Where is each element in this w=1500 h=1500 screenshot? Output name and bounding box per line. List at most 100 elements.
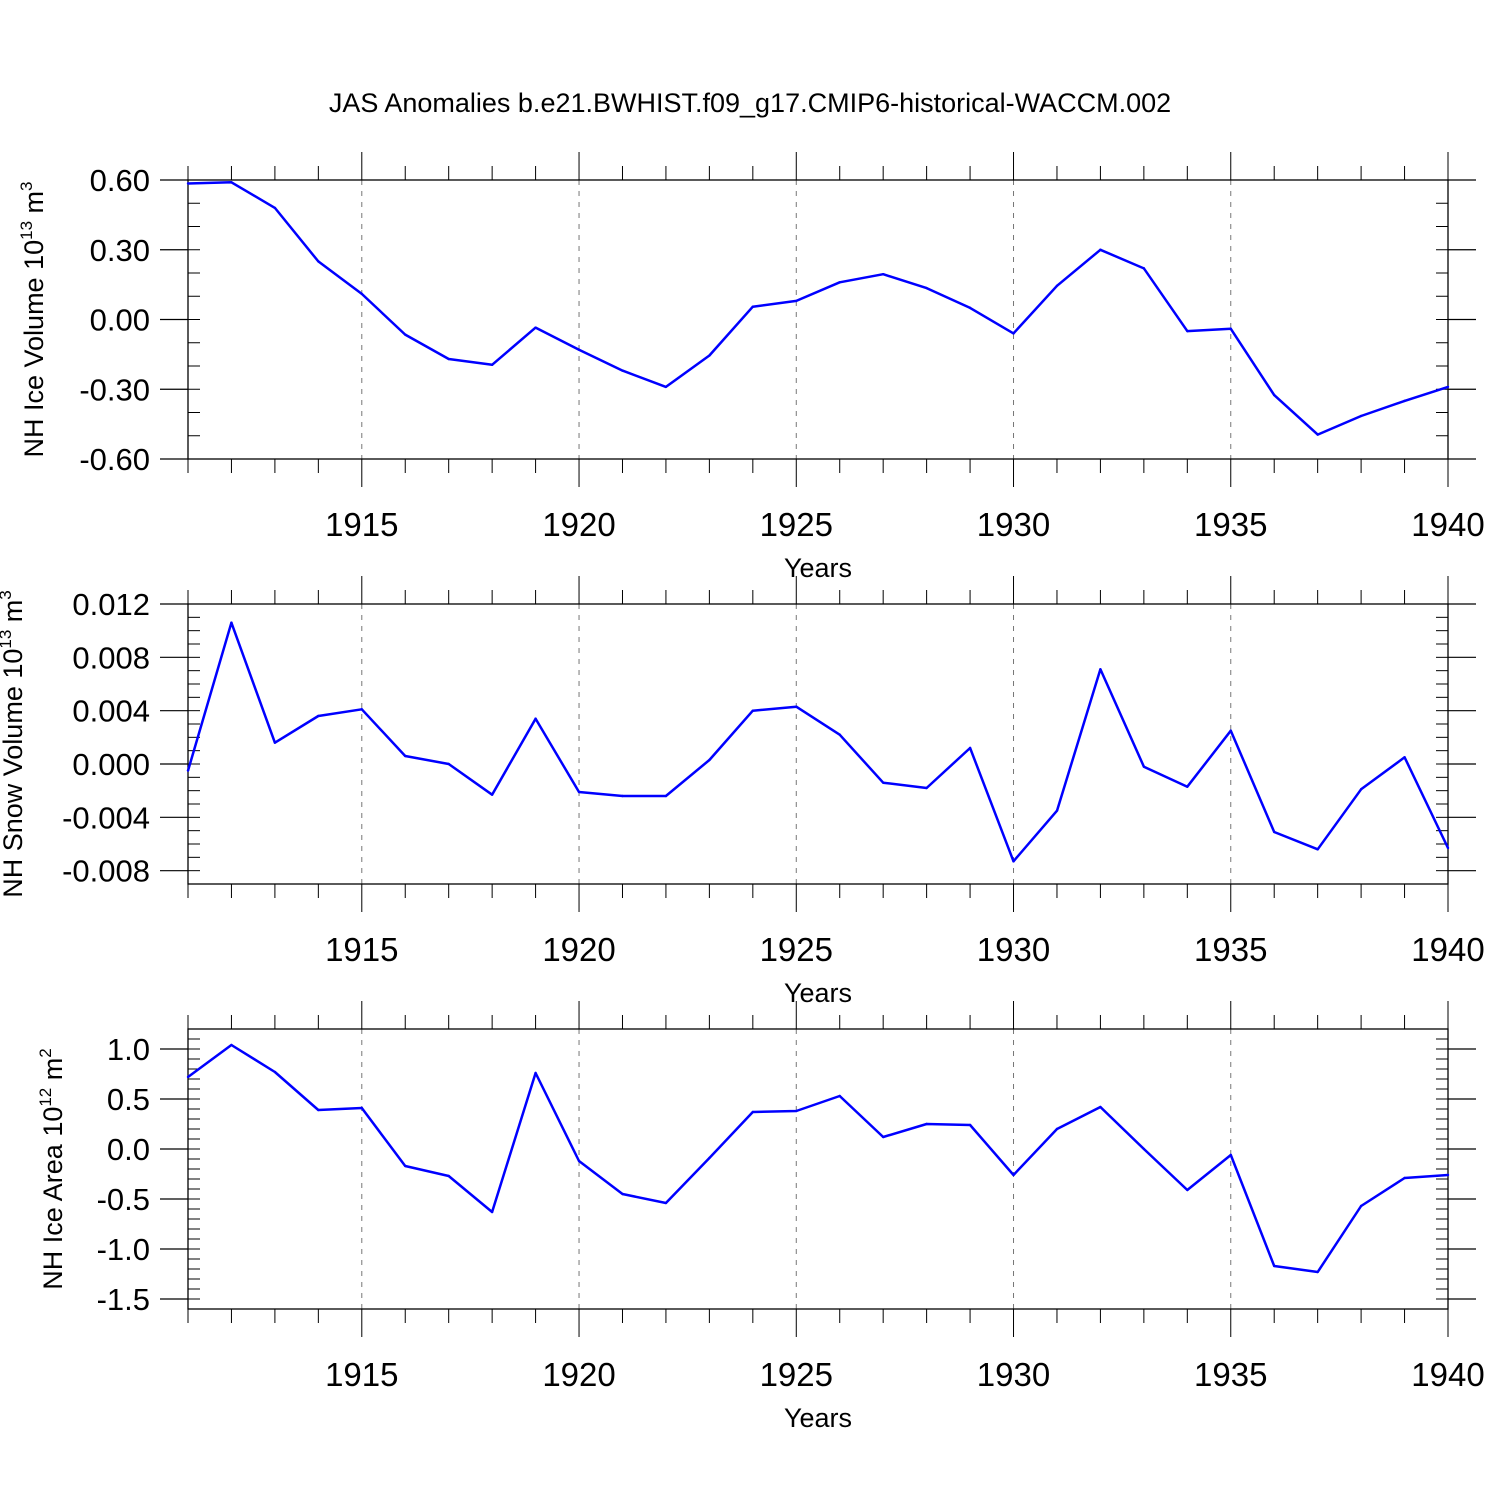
- x-tick-label: 1935: [1194, 506, 1267, 543]
- data-point: [534, 1071, 537, 1075]
- y-tick-label: 1.0: [107, 1032, 150, 1067]
- data-point: [795, 705, 798, 708]
- data-point: [1142, 765, 1146, 768]
- y-tick-label: 0.0: [107, 1132, 150, 1167]
- data-point: [1229, 729, 1232, 732]
- x-tick-label: 1930: [977, 931, 1050, 968]
- data-point: [360, 292, 363, 296]
- data-point: [708, 1156, 711, 1160]
- data-point: [490, 1210, 494, 1214]
- series-line-snow-volume: [186, 621, 1450, 863]
- series-line-ice-area: [187, 1043, 1449, 1274]
- data-point: [186, 182, 190, 185]
- data-point: [317, 1108, 320, 1112]
- data-point: [273, 741, 277, 744]
- x-tick-label: 1925: [760, 506, 833, 543]
- y-tick-label: -0.008: [62, 854, 150, 889]
- y-label-unit-exponent: 3: [0, 590, 15, 599]
- data-point: [447, 357, 450, 361]
- x-tick-label: 1940: [1411, 1356, 1484, 1393]
- x-tick-label: 1915: [325, 1356, 398, 1393]
- data-point: [1446, 385, 1450, 389]
- chart-title: JAS Anomalies b.e21.BWHIST.f09_g17.CMIP6…: [328, 88, 1172, 118]
- data-point: [968, 306, 972, 310]
- y-tick-label: 0.60: [90, 163, 150, 198]
- x-tick-label: 1930: [977, 506, 1050, 543]
- series-line-ice-volume: [187, 181, 1449, 436]
- x-tick-label: 1935: [1194, 1356, 1267, 1393]
- data-point: [621, 1192, 624, 1196]
- data-point: [1446, 1173, 1450, 1177]
- data-point: [1403, 1176, 1406, 1180]
- x-tick-label: 1935: [1194, 931, 1267, 968]
- y-tick-label: 0.00: [90, 303, 150, 338]
- y-tick-label: -1.0: [97, 1232, 150, 1267]
- data-point: [1359, 788, 1363, 791]
- data-point: [881, 781, 885, 784]
- data-point: [751, 1110, 755, 1114]
- x-tick-label: 1925: [760, 931, 833, 968]
- y-label-unit: m: [0, 600, 28, 630]
- y-label-text: NH Ice Volume 10: [19, 240, 49, 458]
- data-point: [1012, 1173, 1015, 1177]
- data-point: [881, 1135, 885, 1139]
- y-tick-label: 0.012: [72, 587, 150, 622]
- data-point: [404, 754, 407, 758]
- y-tick-label: -0.5: [97, 1182, 150, 1217]
- data-point: [1012, 332, 1015, 335]
- panel-ice-area: 1.0 0.5 0.0 -0.5 -1.0 -1.5 1915 1920 1925 1930 193…: [36, 1001, 1485, 1433]
- data-point: [273, 206, 277, 210]
- data-point: [1273, 1264, 1276, 1268]
- data-point: [447, 762, 450, 766]
- y-axis-label: NH Snow Volume 1013 m3: [0, 590, 28, 898]
- data-point: [1446, 846, 1450, 850]
- y-tick-label: 0.5: [107, 1082, 150, 1117]
- data-point: [1359, 414, 1363, 418]
- x-tick-label: 1920: [542, 506, 615, 543]
- data-point: [1142, 1147, 1146, 1151]
- x-tick-label: 1940: [1411, 506, 1484, 543]
- y-label-text: NH Snow Volume 10: [0, 649, 28, 898]
- data-point: [708, 354, 711, 357]
- data-point: [1099, 248, 1102, 251]
- y-label-text: NH Ice Area 10: [38, 1107, 68, 1290]
- data-point: [404, 1164, 407, 1168]
- data-point: [490, 793, 494, 796]
- data-point: [881, 272, 885, 276]
- data-point: [447, 1174, 450, 1178]
- y-tick-label: -0.60: [79, 442, 150, 477]
- data-point: [968, 1123, 972, 1127]
- data-point: [838, 1094, 841, 1098]
- data-point: [1273, 393, 1276, 397]
- x-tick-label: 1915: [325, 931, 398, 968]
- data-point: [664, 385, 668, 389]
- y-tick-label: 0.004: [72, 694, 150, 729]
- data-point: [1099, 1105, 1102, 1109]
- panel-snow-volume: 0.012 0.008 0.004 0.000 -0.004 -0.008 1915 1920…: [0, 576, 1485, 1008]
- data-point: [751, 709, 755, 712]
- x-axis-label: Years: [784, 978, 852, 1008]
- y-tick-label: 0.30: [90, 233, 150, 268]
- plot-frame: [187, 179, 1449, 460]
- data-point: [838, 281, 841, 284]
- x-tick-label: 1940: [1411, 931, 1484, 968]
- data-point: [577, 790, 581, 794]
- y-label-unit: m: [38, 1058, 68, 1088]
- data-point: [621, 369, 624, 372]
- data-point: [925, 786, 928, 790]
- data-point: [490, 363, 494, 367]
- y-label-unit-exponent: 2: [36, 1048, 55, 1057]
- data-point: [1403, 756, 1406, 759]
- data-point: [1186, 329, 1189, 333]
- data-point: [751, 305, 755, 308]
- data-point: [186, 1075, 190, 1079]
- data-point: [317, 714, 320, 718]
- x-axis-label: Years: [784, 1403, 852, 1433]
- plot-frame: [187, 603, 1449, 885]
- y-tick-label: -0.30: [79, 372, 150, 407]
- data-point: [1055, 1127, 1059, 1131]
- data-point: [577, 1159, 581, 1163]
- data-point: [1142, 267, 1146, 270]
- data-point: [1359, 1204, 1363, 1208]
- x-tick-label: 1925: [760, 1356, 833, 1393]
